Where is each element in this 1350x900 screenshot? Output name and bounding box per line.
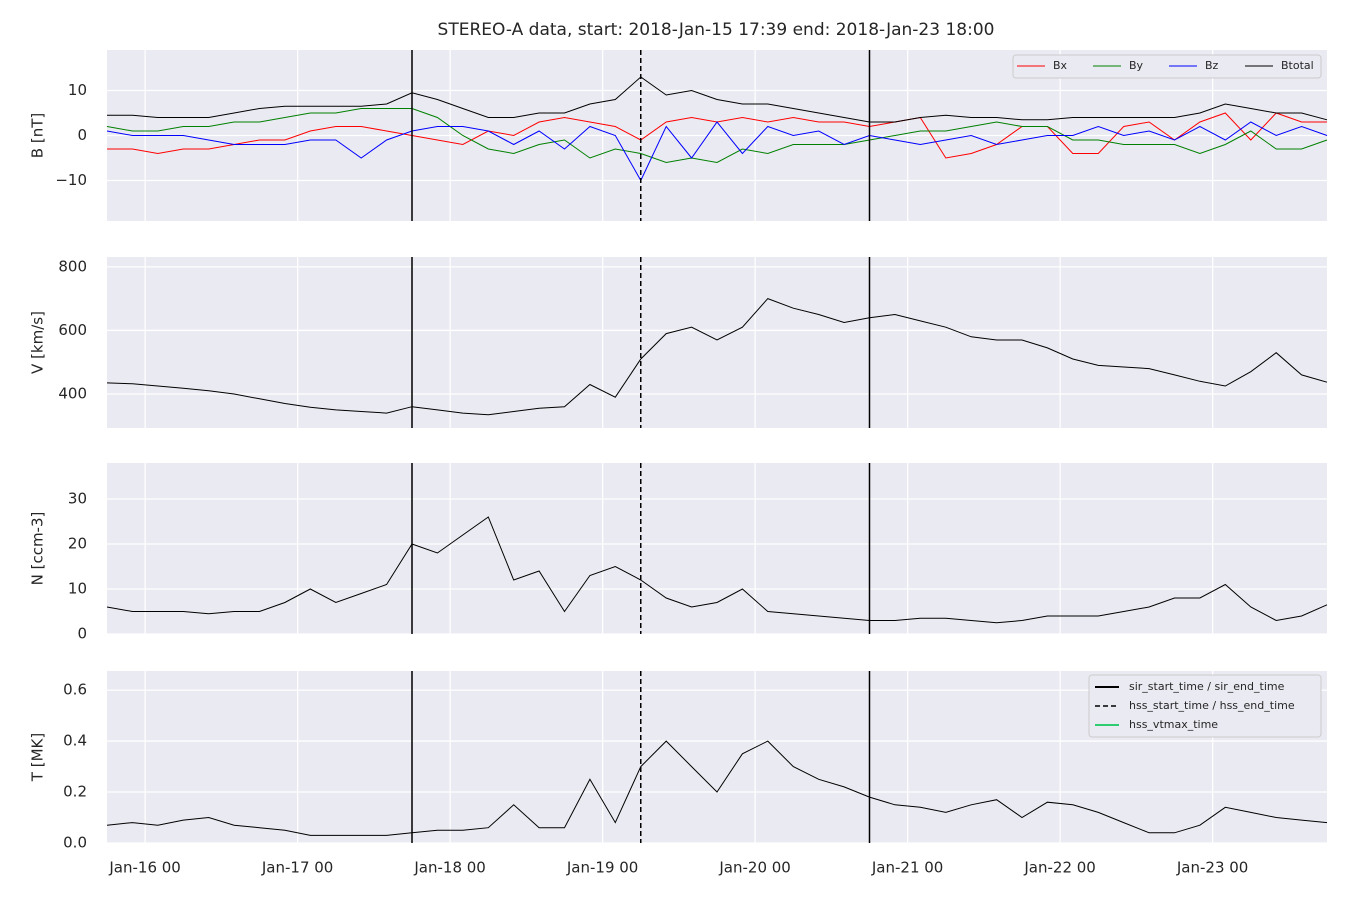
panel: Jan-16 00 Jan-17 00 Jan-18 00 Jan-19 00 Jan-… [29,671,1328,877]
legend-label: hss_vtmax_time [1129,718,1218,731]
plot-area [107,463,1327,634]
figure-title: STEREO-A data, start: 2018-Jan-15 17:39 … [438,20,995,40]
x-tick-label: Jan-18 00 [413,859,485,877]
y-tick-label: 10 [68,81,87,99]
legend-box [1088,674,1322,738]
x-tick-label: Jan-19 00 [566,859,638,877]
y-tick-label: 400 [58,384,87,402]
legend-label: sir_start_time / sir_end_time [1129,680,1285,693]
legend-label: By [1129,59,1144,72]
y-axis-label: B [nT] [29,113,47,158]
data-line [106,108,1328,164]
y-tick-label: 0 [77,625,87,643]
y-tick-label: 0.2 [63,783,87,801]
x-tick-label: Jan-20 00 [718,859,790,877]
x-tick-label: Jan-22 00 [1023,859,1095,877]
y-tick-label: 0.6 [63,681,87,699]
panel: 0 10 20 30 N [ccm-3] [29,463,1328,643]
y-tick-label: 800 [58,257,87,275]
y-tick-label: 10 [68,580,87,598]
data-line [106,740,1328,836]
y-tick-label: −10 [55,171,87,189]
y-axis-label: N [ccm-3] [29,512,47,586]
y-tick-label: 0.0 [63,834,87,852]
data-line [106,516,1328,624]
legend-label: Bz [1205,59,1219,72]
y-axis-label: V [km/s] [29,311,47,374]
data-line [107,76,1328,123]
data-line [106,121,1328,182]
x-tick-label: Jan-16 00 [108,859,180,877]
data-line [106,298,1328,416]
y-tick-label: 0 [77,126,87,144]
x-tick-label: Jan-17 00 [261,859,333,877]
panel: −10 0 10 B [nT] Bx By Bz Btotal [29,50,1328,221]
legend-label: Btotal [1281,59,1314,72]
legend-label: Bx [1053,59,1068,72]
panel: 400 600 800 V [km/s] [29,257,1328,428]
y-tick-label: 0.4 [63,732,87,750]
x-tick-label: Jan-21 00 [871,859,943,877]
y-tick-label: 600 [58,321,87,339]
legend-box [1012,54,1322,79]
y-tick-label: 30 [68,490,87,508]
x-tick-label: Jan-23 00 [1176,859,1248,877]
legend-label: hss_start_time / hss_end_time [1129,699,1295,712]
y-axis-label: T [MK] [29,733,47,782]
plot-area [107,257,1327,428]
y-tick-label: 20 [68,535,87,553]
